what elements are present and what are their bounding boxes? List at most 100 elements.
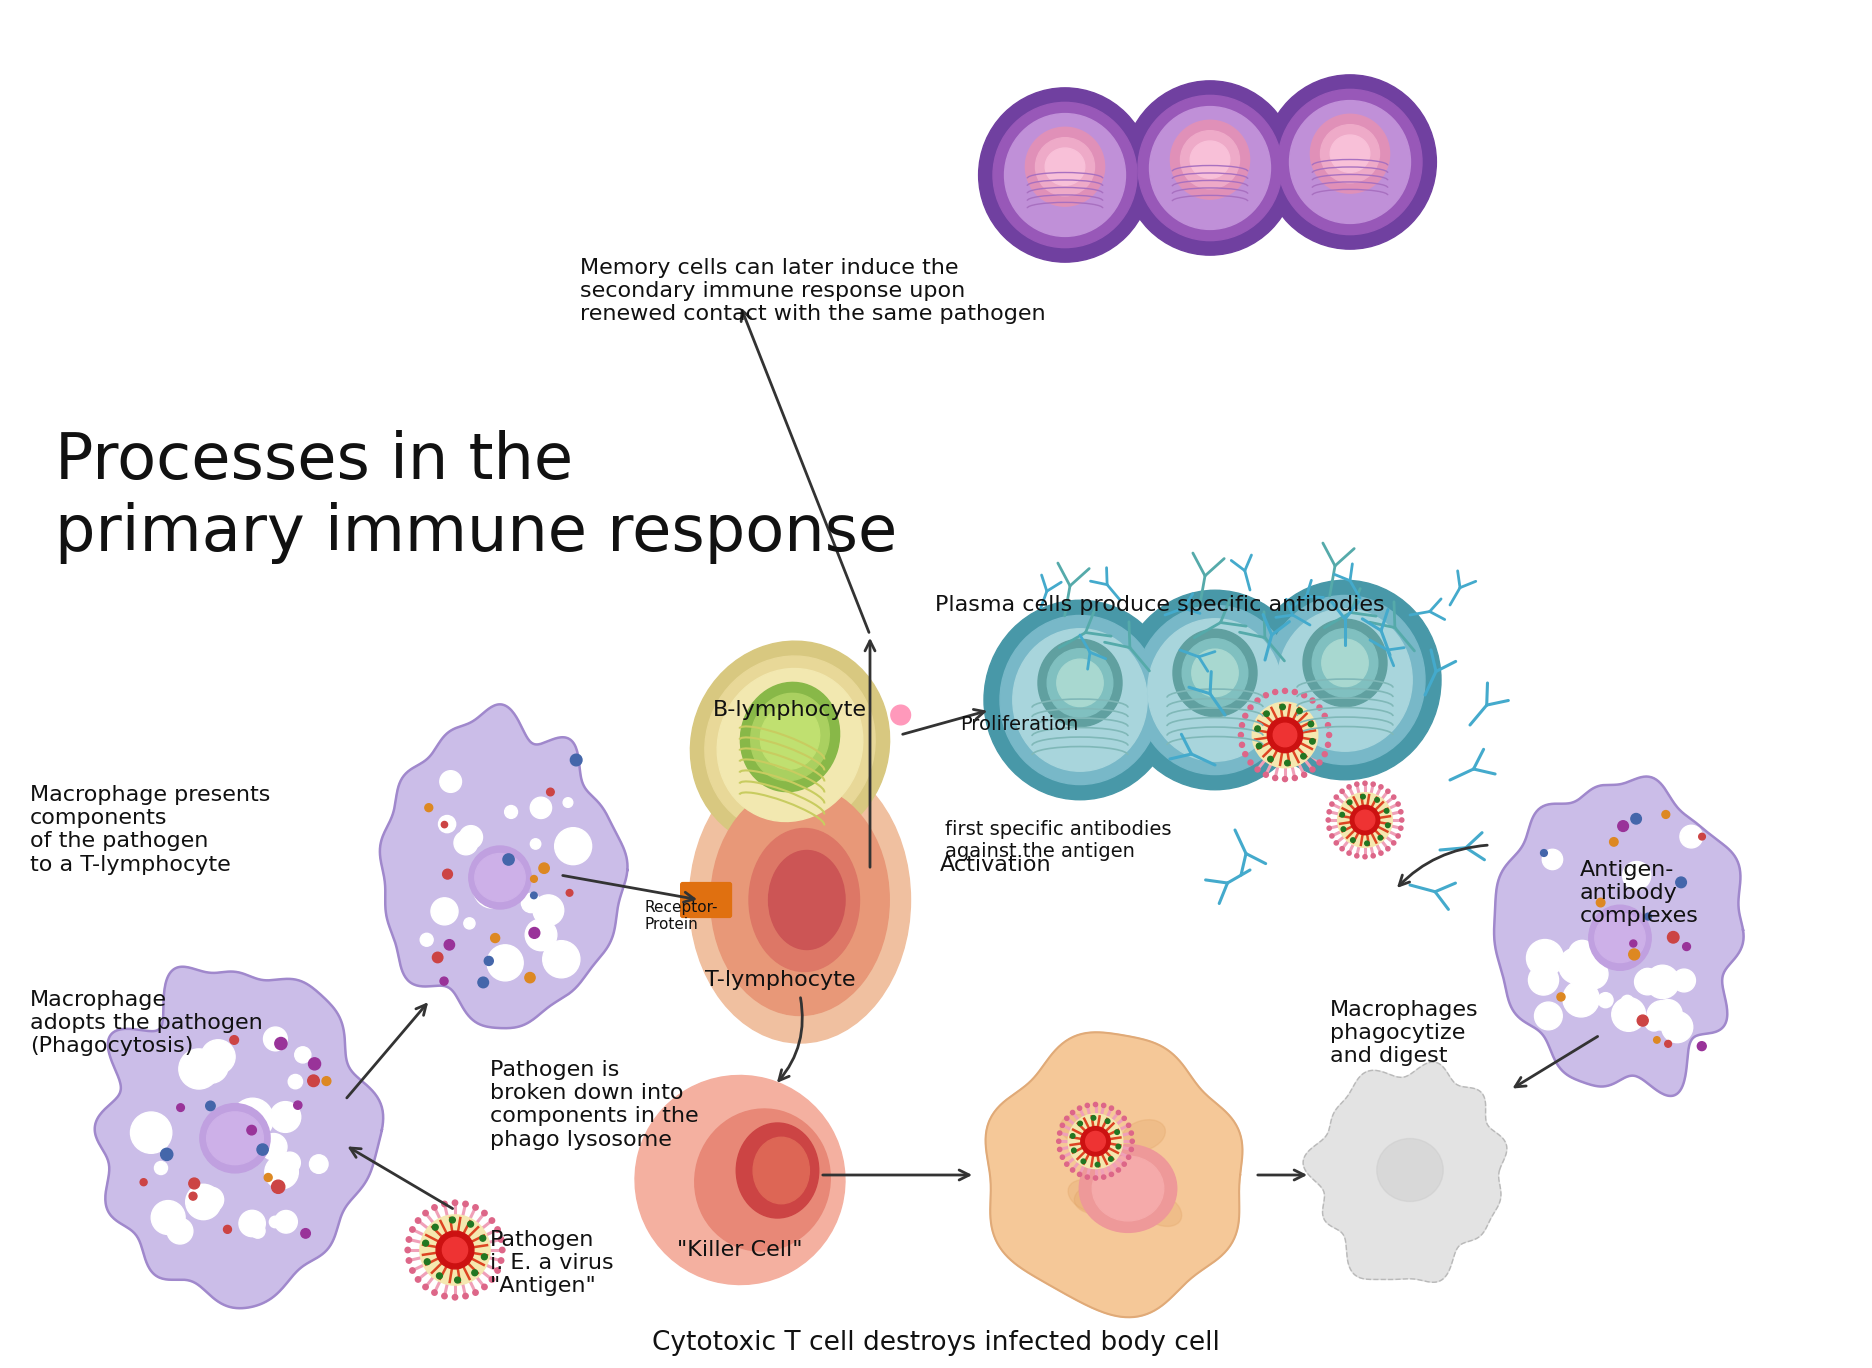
Circle shape bbox=[1110, 1172, 1114, 1176]
Ellipse shape bbox=[1589, 906, 1651, 970]
Circle shape bbox=[442, 821, 447, 828]
Ellipse shape bbox=[760, 705, 820, 769]
Circle shape bbox=[1335, 795, 1338, 799]
Circle shape bbox=[524, 973, 535, 982]
Circle shape bbox=[1131, 1140, 1134, 1144]
Circle shape bbox=[410, 1268, 416, 1274]
Circle shape bbox=[1322, 751, 1327, 757]
Circle shape bbox=[1078, 1122, 1082, 1126]
Circle shape bbox=[1653, 1037, 1660, 1044]
Circle shape bbox=[563, 798, 573, 807]
Circle shape bbox=[474, 1290, 477, 1295]
Text: Plasma cells produce specific antibodies: Plasma cells produce specific antibodies bbox=[936, 595, 1385, 616]
Circle shape bbox=[1383, 808, 1389, 813]
Circle shape bbox=[240, 1211, 266, 1237]
Circle shape bbox=[404, 1248, 410, 1253]
Circle shape bbox=[1256, 743, 1262, 748]
Text: Macrophage
adopts the pathogen
(Phagocytosis): Macrophage adopts the pathogen (Phagocyt… bbox=[30, 990, 262, 1056]
Circle shape bbox=[1060, 1155, 1065, 1159]
Circle shape bbox=[1249, 705, 1252, 710]
Circle shape bbox=[1101, 1104, 1106, 1108]
Ellipse shape bbox=[1191, 141, 1230, 178]
Circle shape bbox=[431, 897, 459, 925]
Circle shape bbox=[1528, 964, 1559, 995]
Circle shape bbox=[1645, 1012, 1662, 1031]
Circle shape bbox=[474, 1205, 477, 1211]
Circle shape bbox=[492, 848, 515, 871]
Ellipse shape bbox=[695, 1109, 831, 1250]
Ellipse shape bbox=[1170, 120, 1250, 200]
Ellipse shape bbox=[1026, 127, 1104, 207]
Circle shape bbox=[416, 1276, 421, 1282]
Circle shape bbox=[1093, 1176, 1097, 1181]
Circle shape bbox=[275, 1037, 286, 1049]
Ellipse shape bbox=[1121, 1119, 1166, 1152]
Circle shape bbox=[1385, 847, 1391, 851]
Ellipse shape bbox=[691, 642, 889, 850]
Polygon shape bbox=[380, 705, 627, 1029]
Circle shape bbox=[1325, 722, 1331, 728]
Circle shape bbox=[1631, 940, 1636, 947]
Circle shape bbox=[539, 863, 548, 873]
Circle shape bbox=[264, 1027, 286, 1051]
Circle shape bbox=[270, 1216, 281, 1227]
Circle shape bbox=[307, 1075, 320, 1086]
Ellipse shape bbox=[753, 1137, 809, 1204]
Ellipse shape bbox=[1134, 606, 1295, 774]
Text: B-lymphocyte: B-lymphocyte bbox=[713, 700, 867, 720]
Circle shape bbox=[1638, 1015, 1647, 1026]
Circle shape bbox=[1264, 692, 1269, 698]
Circle shape bbox=[1653, 1000, 1683, 1029]
Circle shape bbox=[485, 956, 494, 966]
Circle shape bbox=[1095, 1163, 1099, 1167]
Ellipse shape bbox=[475, 854, 526, 902]
Circle shape bbox=[530, 839, 541, 850]
Circle shape bbox=[464, 918, 475, 929]
Circle shape bbox=[1370, 854, 1376, 858]
Text: Pathogen
i. E. a virus
"Antigen": Pathogen i. E. a virus "Antigen" bbox=[490, 1230, 614, 1297]
Text: Receptor-
Protein: Receptor- Protein bbox=[646, 900, 719, 933]
Circle shape bbox=[185, 1185, 221, 1220]
Circle shape bbox=[526, 919, 556, 951]
Circle shape bbox=[530, 876, 537, 882]
Circle shape bbox=[1629, 949, 1640, 960]
Text: T-lymphocyte: T-lymphocyte bbox=[704, 970, 856, 990]
Circle shape bbox=[1310, 698, 1314, 703]
Ellipse shape bbox=[769, 851, 844, 949]
Circle shape bbox=[477, 867, 498, 888]
Circle shape bbox=[1071, 1111, 1075, 1115]
Circle shape bbox=[440, 770, 462, 792]
Circle shape bbox=[1086, 1131, 1104, 1150]
Circle shape bbox=[1340, 826, 1346, 832]
Circle shape bbox=[1116, 1144, 1121, 1149]
Circle shape bbox=[1365, 841, 1368, 845]
Polygon shape bbox=[95, 967, 384, 1308]
Circle shape bbox=[1056, 1140, 1061, 1144]
Ellipse shape bbox=[1595, 912, 1645, 963]
Circle shape bbox=[449, 1218, 455, 1223]
Circle shape bbox=[1385, 789, 1391, 793]
Circle shape bbox=[193, 1048, 228, 1083]
Circle shape bbox=[140, 1179, 148, 1186]
Circle shape bbox=[161, 1148, 172, 1160]
Circle shape bbox=[1578, 959, 1608, 989]
Circle shape bbox=[1597, 899, 1604, 907]
Circle shape bbox=[500, 1248, 505, 1253]
Circle shape bbox=[438, 815, 455, 833]
Circle shape bbox=[322, 1077, 331, 1085]
Circle shape bbox=[1082, 1159, 1086, 1164]
Circle shape bbox=[1239, 743, 1245, 747]
Ellipse shape bbox=[1192, 650, 1237, 696]
Circle shape bbox=[1282, 688, 1288, 694]
Circle shape bbox=[432, 952, 444, 963]
Ellipse shape bbox=[1174, 629, 1256, 717]
Circle shape bbox=[1309, 721, 1314, 726]
Circle shape bbox=[425, 1259, 431, 1264]
Circle shape bbox=[416, 1218, 421, 1223]
Ellipse shape bbox=[1000, 616, 1161, 785]
Circle shape bbox=[260, 1134, 286, 1160]
Circle shape bbox=[410, 1227, 416, 1233]
Circle shape bbox=[1348, 800, 1352, 804]
Circle shape bbox=[1239, 732, 1243, 737]
Circle shape bbox=[1348, 785, 1352, 789]
